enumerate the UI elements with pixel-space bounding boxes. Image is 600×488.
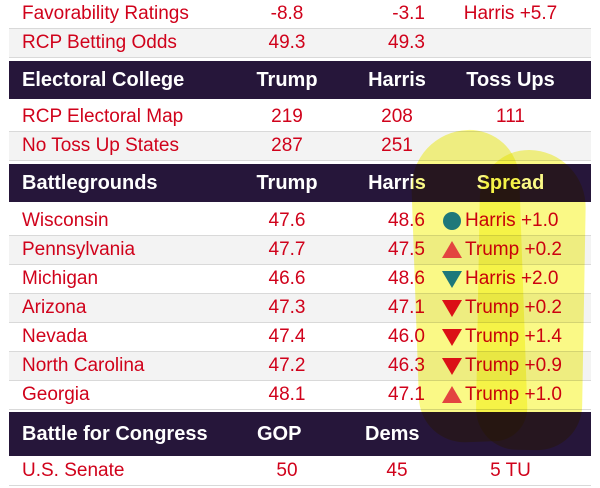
column-header-trump: Trump [256,171,318,194]
triangle-down-blue-icon [441,268,463,290]
trump-value: -8.8 [270,3,304,24]
spread-cell: Harris +1.0 [430,207,600,235]
harris-value: 208 [381,106,413,127]
table-row[interactable]: RCP Betting Odds 49.3 49.3 [9,29,591,58]
row-label[interactable]: Michigan [22,268,99,289]
gop-value: 50 [276,460,298,481]
spread-value: Trump +0.9 [465,355,562,376]
harris-value: 47.1 [388,297,425,318]
row-label[interactable]: North Carolina [22,355,145,376]
triangle-down-red-icon [441,297,463,319]
spread-value: Harris +5.7 [463,3,558,24]
polling-table: Favorability Ratings -8.8 -3.1 Harris +5… [9,0,591,486]
spread-value: Harris +2.0 [465,268,559,289]
section-header-electoral-college: Electoral College Trump Harris Toss Ups [9,61,591,99]
harris-value: 48.6 [388,268,425,289]
row-label[interactable]: U.S. Senate [22,460,125,481]
section-title[interactable]: Battlegrounds [22,171,158,194]
row-label[interactable]: Wisconsin [22,210,109,231]
row-label[interactable]: Georgia [22,384,90,405]
spread-value: Trump +0.2 [465,239,562,260]
trump-value: 287 [271,135,303,156]
harris-value: -3.1 [392,3,425,24]
toss-ups-value [430,132,591,160]
spread-cell: Trump +1.4 [430,323,600,351]
row-label[interactable]: Favorability Ratings [22,3,189,24]
row-label[interactable]: Arizona [22,297,87,318]
trump-value: 47.3 [268,297,306,318]
trump-value: 46.6 [268,268,306,289]
spread-cell: Trump +1.0 [430,381,600,409]
spread-value: Trump +1.4 [465,326,562,347]
triangle-up-icon [441,239,463,261]
table-row[interactable]: Georgia 48.1 47.1 Trump +1.0 [9,381,591,410]
spread-cell: Harris +2.0 [430,265,600,293]
spread-cell: Trump +0.9 [430,352,600,380]
spread-cell: Trump +0.2 [430,294,600,322]
trump-value: 48.1 [268,384,306,405]
column-header-harris: Harris [368,68,426,91]
spread-cell: Trump +0.2 [430,236,600,264]
harris-value: 46.3 [388,355,425,376]
trump-value: 47.7 [268,239,306,260]
spread-value: Trump +1.0 [465,384,562,405]
column-header-gop: GOP [257,422,302,445]
row-label[interactable]: Nevada [22,326,88,347]
circle-icon [441,210,463,232]
harris-value: 46.0 [388,326,425,347]
column-header-harris: Harris [368,171,426,194]
column-header-toss-ups: Toss Ups [466,68,555,91]
row-label[interactable]: Pennsylvania [22,239,136,260]
harris-value: 49.3 [388,32,425,53]
column-header-dems: Dems [365,422,420,445]
spread-value: Harris +1.0 [465,210,559,231]
table-row[interactable]: U.S. Senate 50 45 5 TU [9,457,591,486]
section-header-battle-for-congress: Battle for Congress GOP Dems [9,412,591,456]
table-row[interactable]: RCP Electoral Map 219 208 111 [9,103,591,132]
table-row[interactable]: Pennsylvania 47.7 47.5 Trump +0.2 [9,236,591,265]
table-row[interactable]: Michigan 46.6 48.6 Harris +2.0 [9,265,591,294]
triangle-down-red-icon [441,355,463,377]
trump-value: 47.6 [268,210,306,231]
harris-value: 251 [381,135,413,156]
row-label[interactable]: RCP Betting Odds [22,32,177,53]
table-row[interactable]: North Carolina 47.2 46.3 Trump +0.9 [9,352,591,381]
harris-value: 48.6 [388,210,425,231]
triangle-down-red-icon [441,326,463,348]
harris-value: 47.1 [388,384,425,405]
row-label[interactable]: RCP Electoral Map [22,106,184,127]
trump-value: 219 [271,106,303,127]
table-row[interactable]: Nevada 47.4 46.0 Trump +1.4 [9,323,591,352]
trump-value: 47.2 [268,355,306,376]
section-title[interactable]: Battle for Congress [22,422,208,445]
toss-ups-value: 111 [496,106,525,127]
table-row[interactable]: Wisconsin 47.6 48.6 Harris +1.0 [9,207,591,236]
column-header-spread: Spread [476,171,545,194]
row-label[interactable]: No Toss Up States [22,135,180,156]
section-header-battlegrounds: Battlegrounds Trump Harris Spread [9,164,591,202]
section-title[interactable]: Electoral College [22,68,185,91]
table-row[interactable]: Arizona 47.3 47.1 Trump +0.2 [9,294,591,323]
triangle-up-icon [441,384,463,406]
table-row[interactable]: No Toss Up States 287 251 [9,132,591,161]
spread-value [430,29,591,57]
trump-value: 47.4 [268,326,306,347]
trump-value: 49.3 [268,32,306,53]
dems-value: 45 [386,460,408,481]
column-header-trump: Trump [256,68,318,91]
spread-value: Trump +0.2 [465,297,562,318]
table-row[interactable]: Favorability Ratings -8.8 -3.1 Harris +5… [9,0,591,29]
harris-value: 47.5 [388,239,425,260]
spread-value: 5 TU [490,460,531,481]
